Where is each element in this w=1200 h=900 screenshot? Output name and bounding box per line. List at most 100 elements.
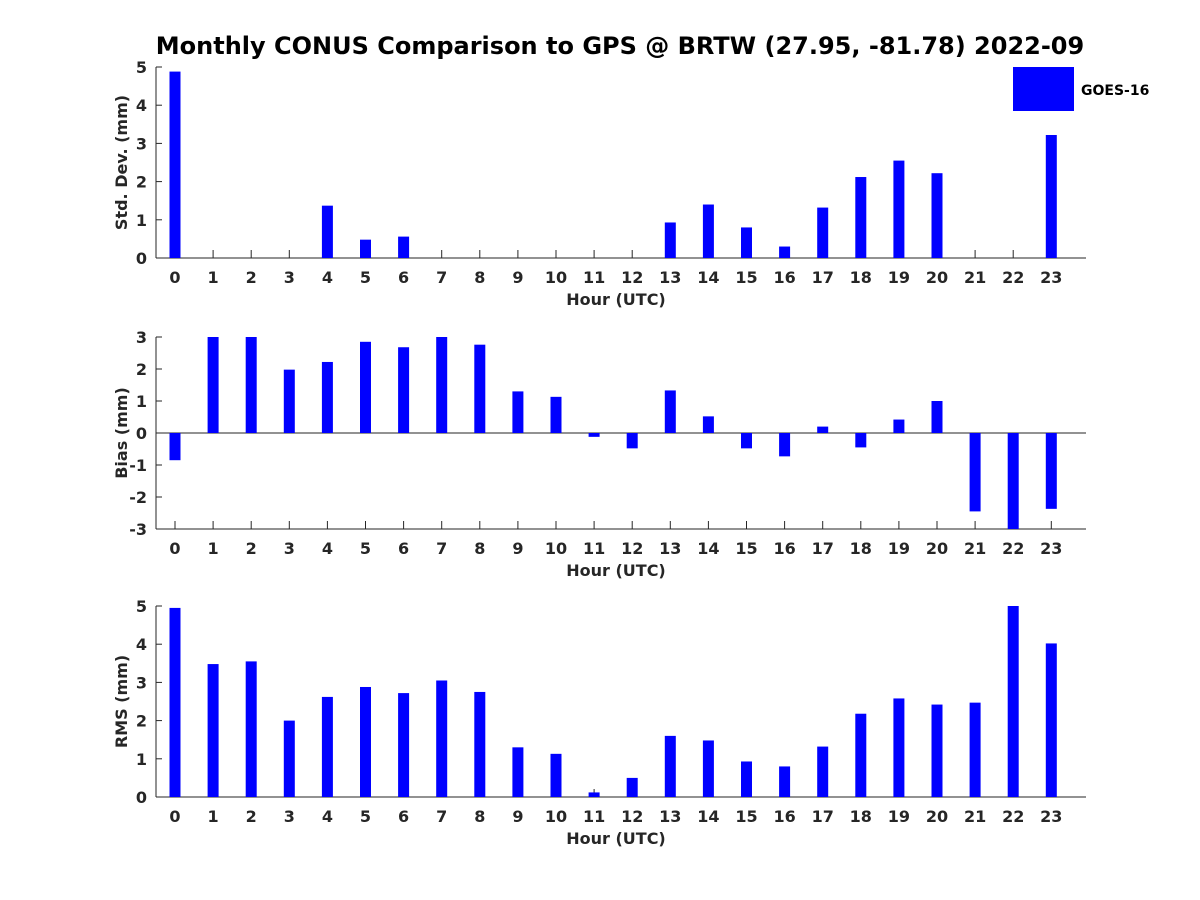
chart-2-xtick-label: 23	[1040, 807, 1062, 826]
chart-0-xtick-label: 9	[512, 268, 523, 287]
chart-2-bar-6	[398, 693, 410, 797]
chart-0-xtick-label: 18	[850, 268, 872, 287]
chart-2-bar-3	[283, 720, 295, 797]
chart-1-bar-23	[1045, 433, 1057, 509]
chart-2-ytick-label: 0	[136, 788, 147, 807]
chart-1-xtick-label: 7	[436, 539, 447, 558]
chart-2-bar-8	[474, 691, 486, 797]
chart-2-xtick-label: 11	[583, 807, 605, 826]
chart-2-xtick-label: 6	[398, 807, 409, 826]
chart-1-bar-10	[550, 396, 562, 433]
chart-1-xtick-label: 15	[735, 539, 757, 558]
chart-1-xtick-label: 18	[850, 539, 872, 558]
chart-1-xtick-label: 8	[474, 539, 485, 558]
chart-0-xtick-label: 3	[284, 268, 295, 287]
chart-0-bar-16	[779, 246, 791, 258]
chart-2-xlabel: Hour (UTC)	[566, 829, 666, 848]
chart-0-ytick-label: 0	[136, 249, 147, 268]
chart-0-xtick-label: 1	[208, 268, 219, 287]
chart-1-xtick-label: 10	[545, 539, 567, 558]
chart-2-bar-4	[321, 696, 333, 797]
chart-0-ytick-label: 3	[136, 134, 147, 153]
chart-2-bar-5	[360, 686, 371, 797]
chart-1-xtick-label: 23	[1040, 539, 1062, 558]
chart-2-xtick-label: 18	[850, 807, 872, 826]
chart-1-xtick-label: 16	[773, 539, 795, 558]
chart-1-bar-7	[436, 337, 448, 433]
chart-2-xtick-label: 3	[284, 807, 295, 826]
legend-swatch	[1013, 67, 1074, 111]
chart-0-bar-4	[321, 205, 333, 258]
chart-1-xtick-label: 13	[659, 539, 681, 558]
chart-0-xtick-label: 22	[1002, 268, 1024, 287]
chart-0-xtick-label: 21	[964, 268, 986, 287]
chart-2-bar-10	[550, 753, 562, 797]
chart-0-xtick-label: 8	[474, 268, 485, 287]
chart-0-xtick-label: 15	[735, 268, 757, 287]
chart-2-bar-13	[664, 735, 676, 797]
chart-2-bar-21	[969, 702, 981, 797]
chart-1-bar-20	[931, 401, 943, 433]
chart-1-ytick-label: -3	[129, 520, 147, 539]
chart-0-xtick-label: 4	[322, 268, 333, 287]
chart-2-bar-15	[741, 761, 752, 797]
chart-1-bar-14	[702, 416, 714, 433]
chart-0-xtick-label: 10	[545, 268, 567, 287]
chart-2-xtick-label: 9	[512, 807, 523, 826]
chart-0-bar-5	[360, 239, 371, 258]
chart-0-ytick-label: 2	[136, 173, 147, 192]
chart-1-xtick-label: 19	[888, 539, 910, 558]
chart-2-bar-19	[893, 698, 905, 797]
chart-0-ytick-label: 5	[136, 58, 147, 77]
chart-1-xtick-label: 22	[1002, 539, 1024, 558]
chart-2-bar-2	[245, 661, 257, 797]
chart-1-bar-3	[283, 369, 295, 433]
chart-0-bar-19	[893, 160, 905, 258]
chart-1-bar-22	[1007, 433, 1019, 529]
chart-2-bar-23	[1045, 643, 1057, 797]
chart-1-xtick-label: 12	[621, 539, 643, 558]
chart-2-ylabel: RMS (mm)	[112, 655, 131, 748]
chart-2-xtick-label: 14	[697, 807, 719, 826]
chart-1-bar-2	[245, 337, 257, 433]
chart-1-bar-18	[855, 433, 867, 448]
chart-2-xtick-label: 8	[474, 807, 485, 826]
chart-2-ytick-label: 3	[136, 673, 147, 692]
chart-2-ytick-label: 2	[136, 712, 147, 731]
chart-0-xtick-label: 14	[697, 268, 719, 287]
chart-0-bar-20	[931, 173, 943, 258]
chart-2-xtick-label: 19	[888, 807, 910, 826]
chart-2-xtick-label: 4	[322, 807, 333, 826]
chart-1-bar-21	[969, 433, 981, 512]
chart-0-bar-15	[741, 227, 752, 258]
chart-2-bar-12	[626, 777, 638, 797]
chart-1-xtick-label: 20	[926, 539, 948, 558]
chart-1-ylabel: Bias (mm)	[112, 387, 131, 479]
chart-1-xtick-label: 0	[169, 539, 180, 558]
chart-1-xtick-label: 9	[512, 539, 523, 558]
chart-2-bar-7	[436, 680, 448, 797]
chart-0-ytick-label: 4	[136, 96, 147, 115]
chart-1-bar-11	[588, 433, 600, 437]
chart-0-xtick-label: 0	[169, 268, 180, 287]
chart-0-xtick-label: 23	[1040, 268, 1062, 287]
chart-0-xtick-label: 7	[436, 268, 447, 287]
chart-2-xtick-label: 13	[659, 807, 681, 826]
chart-2-bar-20	[931, 704, 943, 797]
chart-2-ytick-label: 5	[136, 597, 147, 616]
chart-0-xtick-label: 17	[812, 268, 834, 287]
chart-0-xtick-label: 6	[398, 268, 409, 287]
chart-0-xtick-label: 20	[926, 268, 948, 287]
chart-0-ytick-label: 1	[136, 211, 147, 230]
chart-0-xtick-label: 5	[360, 268, 371, 287]
chart-0-xtick-label: 13	[659, 268, 681, 287]
chart-1-bar-15	[741, 433, 752, 449]
chart-2-bar-16	[779, 766, 791, 797]
chart-1-xtick-label: 2	[246, 539, 257, 558]
chart-0-xtick-label: 12	[621, 268, 643, 287]
chart-0-bar-13	[664, 222, 676, 258]
chart-1-bar-19	[893, 419, 905, 433]
chart-0-bar-23	[1045, 134, 1057, 258]
chart-1-bar-17	[817, 426, 829, 433]
chart-1-bar-1	[207, 337, 219, 433]
